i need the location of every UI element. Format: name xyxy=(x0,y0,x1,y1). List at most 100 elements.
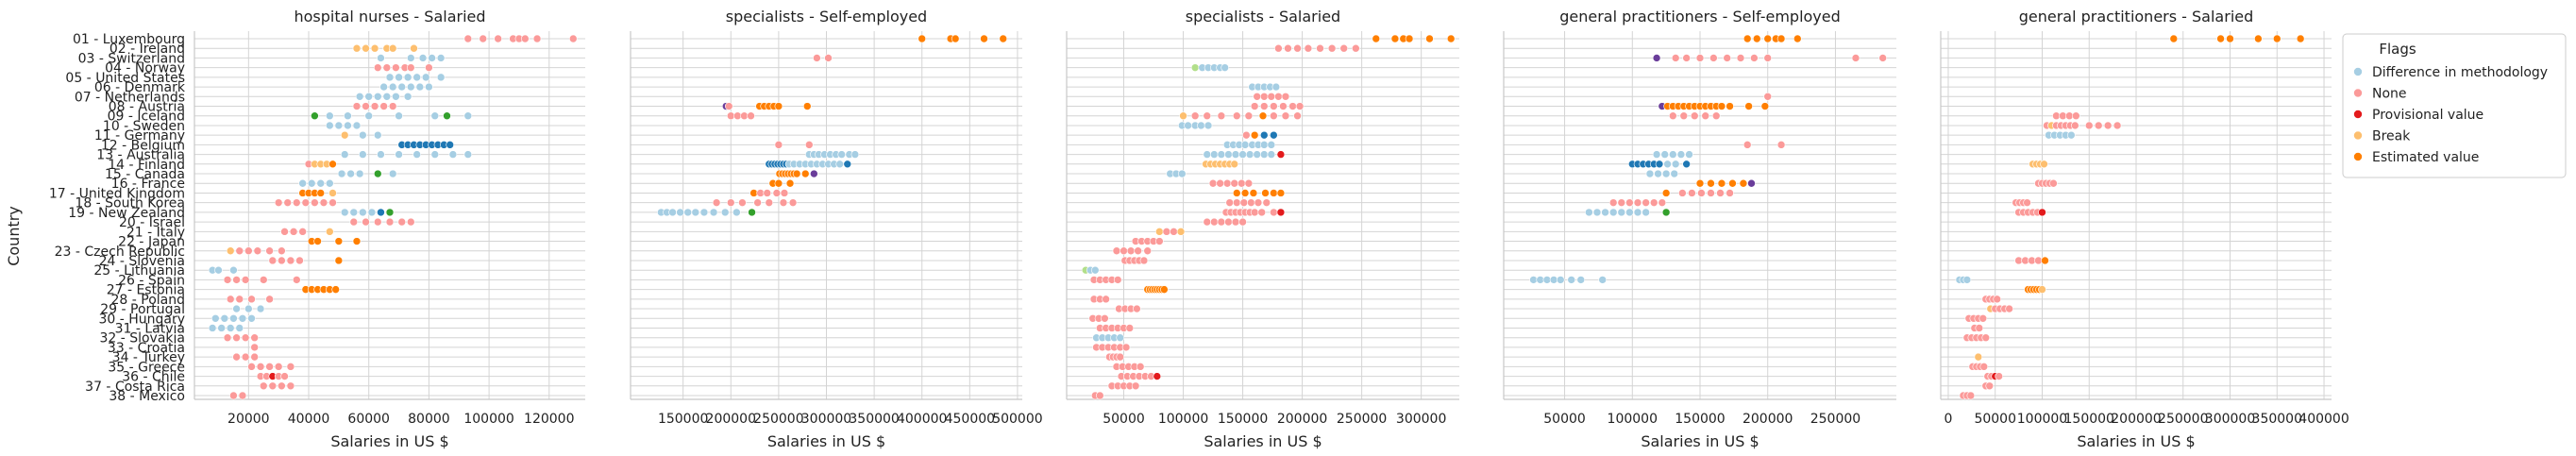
data-point xyxy=(1222,178,1232,188)
x-tick-label: 500000 xyxy=(992,412,1042,427)
data-point xyxy=(1179,111,1187,121)
data-point xyxy=(1230,178,1239,188)
legend-label: Break xyxy=(2372,129,2411,144)
data-point xyxy=(241,352,250,362)
data-point xyxy=(1116,333,1125,343)
data-point xyxy=(2005,304,2013,313)
data-point xyxy=(1682,54,1691,62)
legend-label: Difference in methodology xyxy=(2372,65,2548,80)
data-point xyxy=(355,92,364,101)
data-point xyxy=(1184,121,1192,130)
data-point xyxy=(1327,43,1337,53)
data-point xyxy=(1695,178,1705,188)
data-point xyxy=(850,150,860,159)
data-point xyxy=(1585,208,1593,217)
data-point xyxy=(1237,178,1246,188)
data-point xyxy=(1962,276,1972,284)
data-point xyxy=(1276,150,1286,159)
data-point xyxy=(792,169,801,178)
data-point xyxy=(1709,54,1718,62)
data-point xyxy=(278,256,286,265)
data-point xyxy=(568,34,578,43)
country-tick-label: 11 - Germany xyxy=(94,128,185,144)
data-point xyxy=(1259,141,1269,149)
country-tick-label: 21 - Italy xyxy=(126,225,185,240)
data-point xyxy=(2094,121,2103,130)
data-point xyxy=(1120,246,1128,256)
data-point xyxy=(328,160,337,169)
data-point xyxy=(362,217,370,227)
data-point xyxy=(804,141,814,149)
data-point xyxy=(1270,189,1278,197)
legend-label: None xyxy=(2372,87,2407,102)
data-point xyxy=(217,324,226,332)
x-axis-label: Salaries in US $ xyxy=(330,432,448,450)
data-point xyxy=(1267,92,1276,101)
data-point xyxy=(1203,217,1212,227)
data-point xyxy=(355,169,364,178)
data-point xyxy=(1190,111,1200,121)
country-tick-label: 30 - Hungary xyxy=(98,312,185,327)
country-tick-label: 20 - Israel xyxy=(119,215,185,230)
data-point xyxy=(837,150,846,159)
data-point xyxy=(1707,178,1715,188)
data-point xyxy=(1716,189,1725,197)
data-point xyxy=(2067,130,2076,140)
data-point xyxy=(1542,276,1552,284)
facet-panel: specialists - Self-employed 1500002000002… xyxy=(630,8,1043,450)
data-point xyxy=(1245,150,1254,159)
data-point xyxy=(208,324,217,332)
data-point xyxy=(1240,141,1250,149)
data-point xyxy=(494,34,502,43)
data-point xyxy=(709,208,718,217)
data-point xyxy=(382,92,392,101)
data-point xyxy=(226,295,235,304)
data-point xyxy=(1113,276,1122,284)
data-point xyxy=(382,63,392,72)
data-point xyxy=(241,276,250,284)
x-tick-label: 200000 xyxy=(1277,412,1327,427)
data-point xyxy=(1217,217,1226,227)
legend-box xyxy=(2342,33,2567,178)
data-point xyxy=(238,313,247,323)
data-point xyxy=(1974,352,1983,362)
data-point xyxy=(214,265,223,275)
data-point xyxy=(418,54,428,62)
data-point xyxy=(349,208,359,217)
data-point xyxy=(1293,111,1302,121)
data-point xyxy=(2113,121,2122,130)
data-point xyxy=(1695,54,1705,62)
data-point xyxy=(395,111,403,121)
x-axis-label: Salaries in US $ xyxy=(1641,432,1759,450)
data-point xyxy=(1446,34,1456,43)
data-point xyxy=(1258,111,1268,121)
data-point xyxy=(326,111,334,121)
x-tick-label: 150000 xyxy=(2064,412,2114,427)
data-point xyxy=(392,92,400,101)
data-point xyxy=(1208,178,1218,188)
data-point xyxy=(1155,237,1164,245)
data-point xyxy=(1254,198,1263,207)
data-point xyxy=(446,141,454,149)
data-point xyxy=(253,246,262,256)
data-point xyxy=(436,54,446,62)
data-point xyxy=(1669,111,1677,121)
x-tick-label: 300000 xyxy=(1396,412,1446,427)
data-point xyxy=(1608,198,1618,207)
data-point xyxy=(1262,198,1271,207)
data-point xyxy=(430,111,440,121)
country-tick-label: 13 - Australia xyxy=(96,148,185,163)
legend-marker xyxy=(2353,67,2363,76)
data-point xyxy=(1238,217,1247,227)
data-point xyxy=(1231,150,1240,159)
data-point xyxy=(1642,208,1650,217)
data-point xyxy=(1654,169,1662,178)
data-point xyxy=(748,208,756,217)
data-point xyxy=(250,343,259,352)
country-tick-label: 19 - New Zealand xyxy=(68,206,185,221)
data-point xyxy=(1670,169,1679,178)
x-tick-label: 250000 xyxy=(1810,412,1860,427)
data-point xyxy=(2040,160,2048,169)
data-point xyxy=(2071,121,2079,130)
